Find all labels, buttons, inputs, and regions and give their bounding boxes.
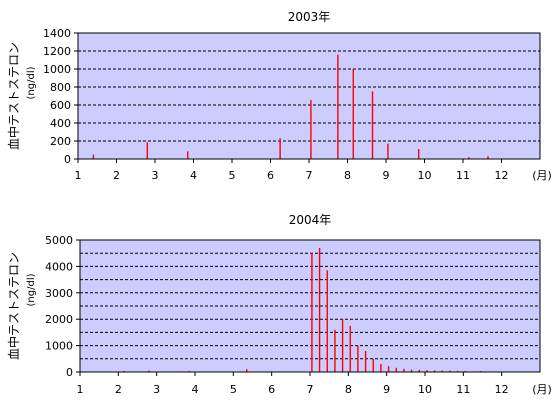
y-tick-label: 5000 <box>45 234 73 247</box>
x-tick-label: 10 <box>418 383 432 396</box>
x-tick-label: 8 <box>344 169 351 182</box>
chart-title: 2004年 <box>289 213 332 227</box>
y-axis-label: 血中テストステロン <box>6 42 21 150</box>
y-tick-label: 3000 <box>45 287 73 300</box>
y-tick-label: 600 <box>50 99 71 112</box>
x-tick-label: 5 <box>230 383 237 396</box>
y-tick-label: 2000 <box>45 313 73 326</box>
x-tick-label: 7 <box>307 383 314 396</box>
y-tick-label: 1000 <box>43 63 71 76</box>
chart-title: 2003年 <box>288 10 331 24</box>
y-tick-label: 1400 <box>43 27 71 40</box>
x-tick-label: 5 <box>229 169 236 182</box>
y-tick-label: 0 <box>66 366 73 379</box>
plot-area <box>77 32 541 160</box>
x-tick-label: 12 <box>495 383 509 396</box>
y-axis-label: 血中テストステロン <box>6 252 21 360</box>
x-tick-label: 4 <box>190 169 197 182</box>
y-tick-label: 1200 <box>43 45 71 58</box>
x-tick-label: 10 <box>418 169 432 182</box>
x-tick-label: 9 <box>383 169 390 182</box>
y-tick-label: 4000 <box>45 260 73 273</box>
x-tick-label: 6 <box>268 383 275 396</box>
x-tick-label: 3 <box>152 169 159 182</box>
y-tick-label: 200 <box>50 135 71 148</box>
x-tick-label: 3 <box>153 383 160 396</box>
x-tick-label: 1 <box>77 383 84 396</box>
y-tick-label: 400 <box>50 117 71 130</box>
x-tick-label: 11 <box>456 383 470 396</box>
y-unit-label: (ng/dl) <box>26 66 37 99</box>
x-tick-label: 1 <box>75 169 82 182</box>
x-tick-label: 9 <box>383 383 390 396</box>
y-tick-label: 800 <box>50 81 71 94</box>
y-tick-label: 0 <box>64 153 71 166</box>
x-unit-label: (月) <box>532 169 552 182</box>
x-tick-label: 11 <box>456 169 470 182</box>
x-tick-label: 8 <box>345 383 352 396</box>
x-tick-label: 12 <box>495 169 509 182</box>
x-tick-label: 7 <box>306 169 313 182</box>
x-tick-label: 2 <box>115 383 122 396</box>
x-tick-label: 2 <box>113 169 120 182</box>
y-tick-label: 1000 <box>45 340 73 353</box>
x-tick-label: 6 <box>267 169 274 182</box>
x-tick-label: 4 <box>192 383 199 396</box>
y-unit-label: (ng/dl) <box>26 273 37 306</box>
x-unit-label: (月) <box>532 383 552 396</box>
